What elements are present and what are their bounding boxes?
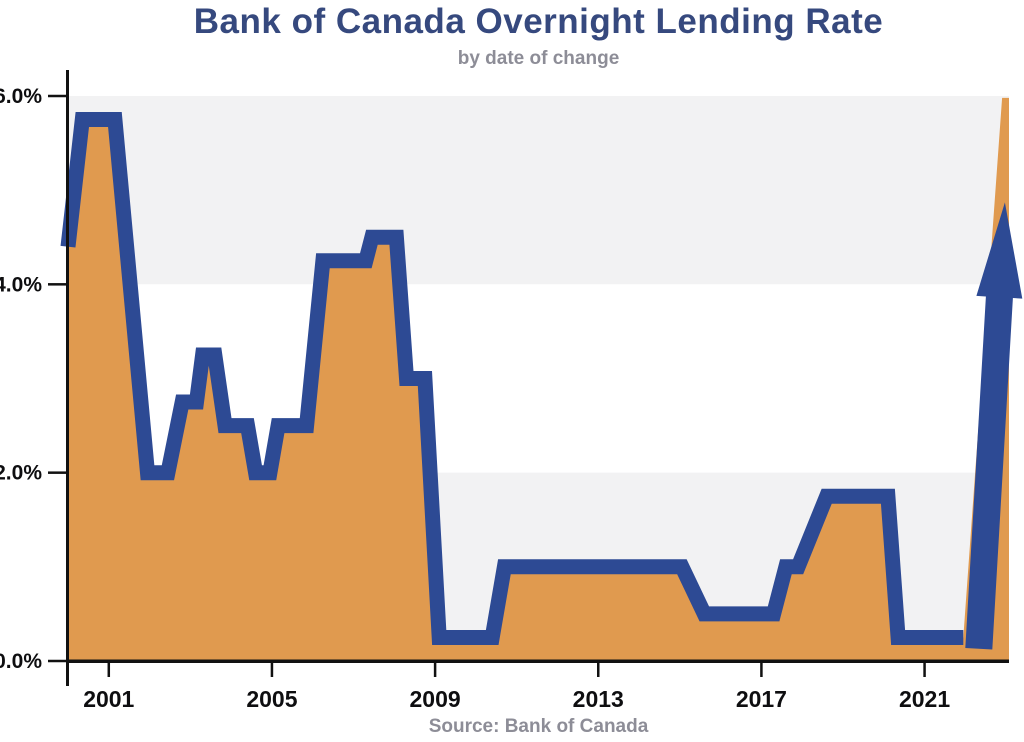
x-tick-label: 2001: [83, 686, 134, 712]
y-tick-label: 4.0%: [0, 273, 42, 296]
x-tick: [597, 661, 600, 677]
x-axis: [66, 659, 1009, 663]
y-tick-label: 2.0%: [0, 462, 42, 485]
x-tick-label: 2009: [410, 686, 461, 712]
y-axis: [66, 70, 69, 686]
y-tick-label: 0.0%: [0, 650, 42, 673]
chart-subtitle: by date of change: [457, 48, 620, 69]
x-tick: [433, 661, 437, 677]
up-arrow: [965, 202, 1023, 650]
x-tick: [107, 661, 111, 677]
x-tick: [760, 661, 763, 677]
area-fill: [68, 97, 1009, 661]
page-title: Bank of Canada Overnight Lending Rate: [193, 2, 884, 41]
source-note: Source: Bank of Canada: [428, 716, 649, 737]
plot-band: [68, 96, 1009, 285]
x-tick: [923, 661, 926, 677]
x-tick-label: 2005: [246, 686, 297, 712]
x-tick-label: 2021: [899, 686, 950, 712]
x-tick-label: 2013: [573, 686, 624, 712]
y-tick: [48, 283, 68, 286]
y-tick-label: 6.0%: [0, 85, 42, 108]
x-tick: [270, 661, 274, 677]
y-tick: [48, 471, 68, 474]
chart-header: Bank of Canada Overnight Lending Rate by…: [68, 0, 1009, 70]
y-tick: [48, 94, 68, 98]
x-tick-label: 2017: [736, 686, 787, 712]
y-tick: [48, 659, 68, 663]
rate-line: [60, 112, 964, 645]
